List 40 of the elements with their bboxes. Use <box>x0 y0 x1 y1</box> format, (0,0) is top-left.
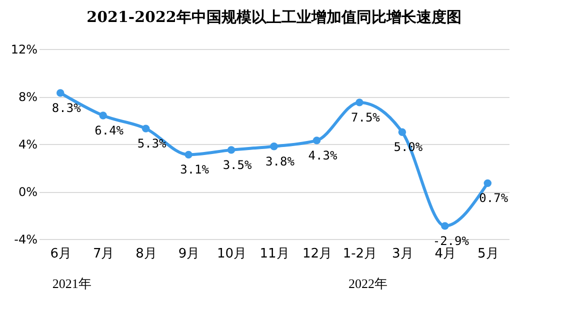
text: 3.8% <box>266 154 294 168</box>
point <box>270 142 278 150</box>
x-tick-label: 7月 <box>92 246 114 262</box>
point <box>184 150 192 159</box>
text: 4.3% <box>308 148 338 162</box>
x-tick-label: 12月 <box>302 246 332 262</box>
point <box>99 112 107 120</box>
text: 0.7% <box>479 191 508 206</box>
text: 6.4% <box>94 124 124 138</box>
text: -2.9% <box>432 234 469 248</box>
point <box>227 146 236 154</box>
x-tick-label: 8月 <box>136 246 157 262</box>
text: 2022年 <box>348 276 388 291</box>
point <box>441 222 449 230</box>
text: 3.5% <box>222 158 252 172</box>
text: 8.3% <box>52 100 81 115</box>
x-tick-label: 4月 <box>434 246 456 262</box>
text: 5.3% <box>137 136 166 151</box>
x-tick-label: 11月 <box>260 246 290 262</box>
point <box>356 98 364 106</box>
text: 3.1% <box>180 162 209 177</box>
point <box>56 89 64 97</box>
x-tick-label: 6月 <box>50 246 72 262</box>
x-tick-label: 3月 <box>392 246 414 262</box>
y-tick-label: -4% <box>14 232 38 246</box>
y-tick-label: 8% <box>18 90 38 104</box>
y-tick-label: 0% <box>18 185 38 199</box>
point <box>312 136 321 144</box>
text: 7.5% <box>351 110 380 124</box>
point <box>398 128 406 136</box>
x-tick-label: 9月 <box>178 246 200 262</box>
y-tick-label: 12% <box>10 42 38 56</box>
chart-title: 2021-2022年中国规模以上工业增加值同比增长速度图 <box>86 8 462 26</box>
y-tick-label: 4% <box>18 138 38 152</box>
text: 2021年 <box>52 276 92 291</box>
x-tick-label: 1-2月 <box>342 246 378 262</box>
x-tick-label: 10月 <box>217 246 247 262</box>
point <box>142 124 150 132</box>
x-tick-label: 5月 <box>477 246 499 262</box>
point <box>484 179 492 188</box>
